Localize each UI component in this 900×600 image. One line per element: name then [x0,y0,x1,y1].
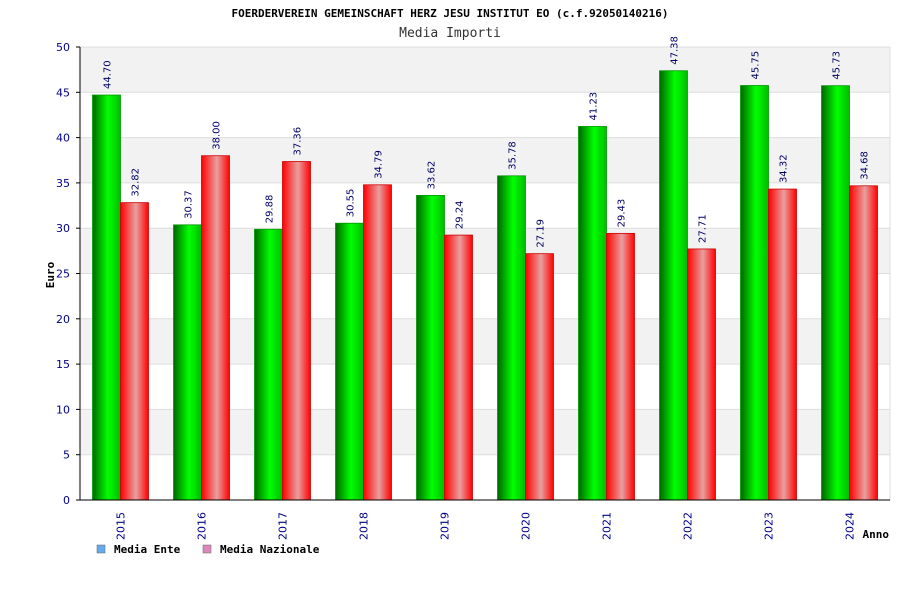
chart-title: FOERDERVEREIN GEMEINSCHAFT HERZ JESU INS… [231,7,668,20]
y-tick-label: 45 [56,86,70,99]
bar-value-label: 47.38 [670,36,681,65]
y-tick-label: 10 [56,403,70,416]
bar-media-nazionale [282,161,311,501]
bar-media-ente [497,175,526,501]
bar-media-ente [416,195,445,501]
bar-value-label: 45.73 [832,51,843,80]
y-tick-label: 5 [63,449,70,462]
bar-media-ente [173,224,202,501]
bar-media-nazionale [849,185,878,501]
legend-label: Media Nazionale [220,543,320,556]
y-tick-label: 0 [63,494,70,507]
bar-media-ente [254,228,283,501]
bar-media-ente [92,94,121,501]
bar-media-nazionale [363,184,392,501]
bar-media-nazionale [525,253,554,501]
bar-value-label: 30.37 [184,190,195,219]
bar-media-ente [821,85,850,501]
bar-media-ente [578,126,607,501]
y-axis-label: Euro [44,261,57,288]
axes-layer [76,46,890,501]
y-tick-label: 25 [56,268,70,281]
legend-label: Media Ente [114,543,181,556]
bar-value-label: 29.24 [455,200,466,229]
bar-media-ente [740,85,769,501]
legend-swatch [96,544,106,554]
bar-media-ente [659,70,688,501]
bar-value-label: 34.32 [779,154,790,183]
bar-value-label: 34.68 [860,151,871,180]
x-tick-label: 2015 [115,512,128,540]
x-tick-labels: 2015 2016 2017 2018 2019 2020 2021 2022 2023 2024 [115,512,857,540]
bar-value-label: 41.23 [589,92,600,121]
bar-media-ente [335,222,364,501]
y-tick-label: 40 [56,132,70,145]
bar-value-label: 38.00 [212,121,223,150]
y-tick-labels: 0 5 10 15 20 25 30 35 40 45 50 [56,41,70,507]
bar-media-nazionale [606,232,635,501]
value-labels-layer: 44.70 32.82 30.37 38.00 29.88 37.36 30.55 34.79… [103,36,871,248]
bar-value-label: 45.75 [751,51,762,80]
x-tick-label: 2023 [763,512,776,540]
legend-swatch [202,544,212,554]
bar-value-label: 33.62 [427,161,438,190]
chart-subtitle: Media Importi [399,26,501,41]
bar-value-label: 35.78 [508,141,519,170]
x-tick-label: 2019 [439,512,452,540]
x-tick-label: 2020 [520,512,533,540]
bar-value-label: 29.88 [265,195,276,224]
x-axis-label: Anno [863,528,890,541]
bar-media-nazionale [768,188,797,501]
legend: Media Ente Media Nazionale [96,543,320,556]
y-tick-label: 20 [56,313,70,326]
x-tick-label: 2017 [277,512,290,540]
plot-band [80,47,890,93]
x-tick-label: 2022 [682,512,695,540]
bar-value-label: 27.19 [536,219,547,248]
y-tick-label: 30 [56,222,70,235]
bar-value-label: 29.43 [617,199,628,228]
bar-value-label: 44.70 [103,60,114,89]
bar-media-nazionale [444,234,473,501]
bar-value-label: 30.55 [346,189,357,218]
bars-layer [92,70,878,501]
bar-media-nazionale [201,155,230,501]
bar-value-label: 34.79 [374,150,385,179]
bar-media-nazionale [687,248,716,501]
y-tick-label: 50 [56,41,70,54]
bar-value-label: 37.36 [293,127,304,156]
y-tick-label: 15 [56,358,70,371]
y-tick-label: 35 [56,177,70,190]
x-tick-label: 2021 [601,512,614,540]
bar-value-label: 32.82 [131,168,142,197]
bar-media-nazionale [120,202,149,501]
x-tick-label: 2024 [844,512,857,540]
x-tick-label: 2016 [196,512,209,540]
bar-value-label: 27.71 [698,214,709,243]
x-tick-label: 2018 [358,512,371,540]
